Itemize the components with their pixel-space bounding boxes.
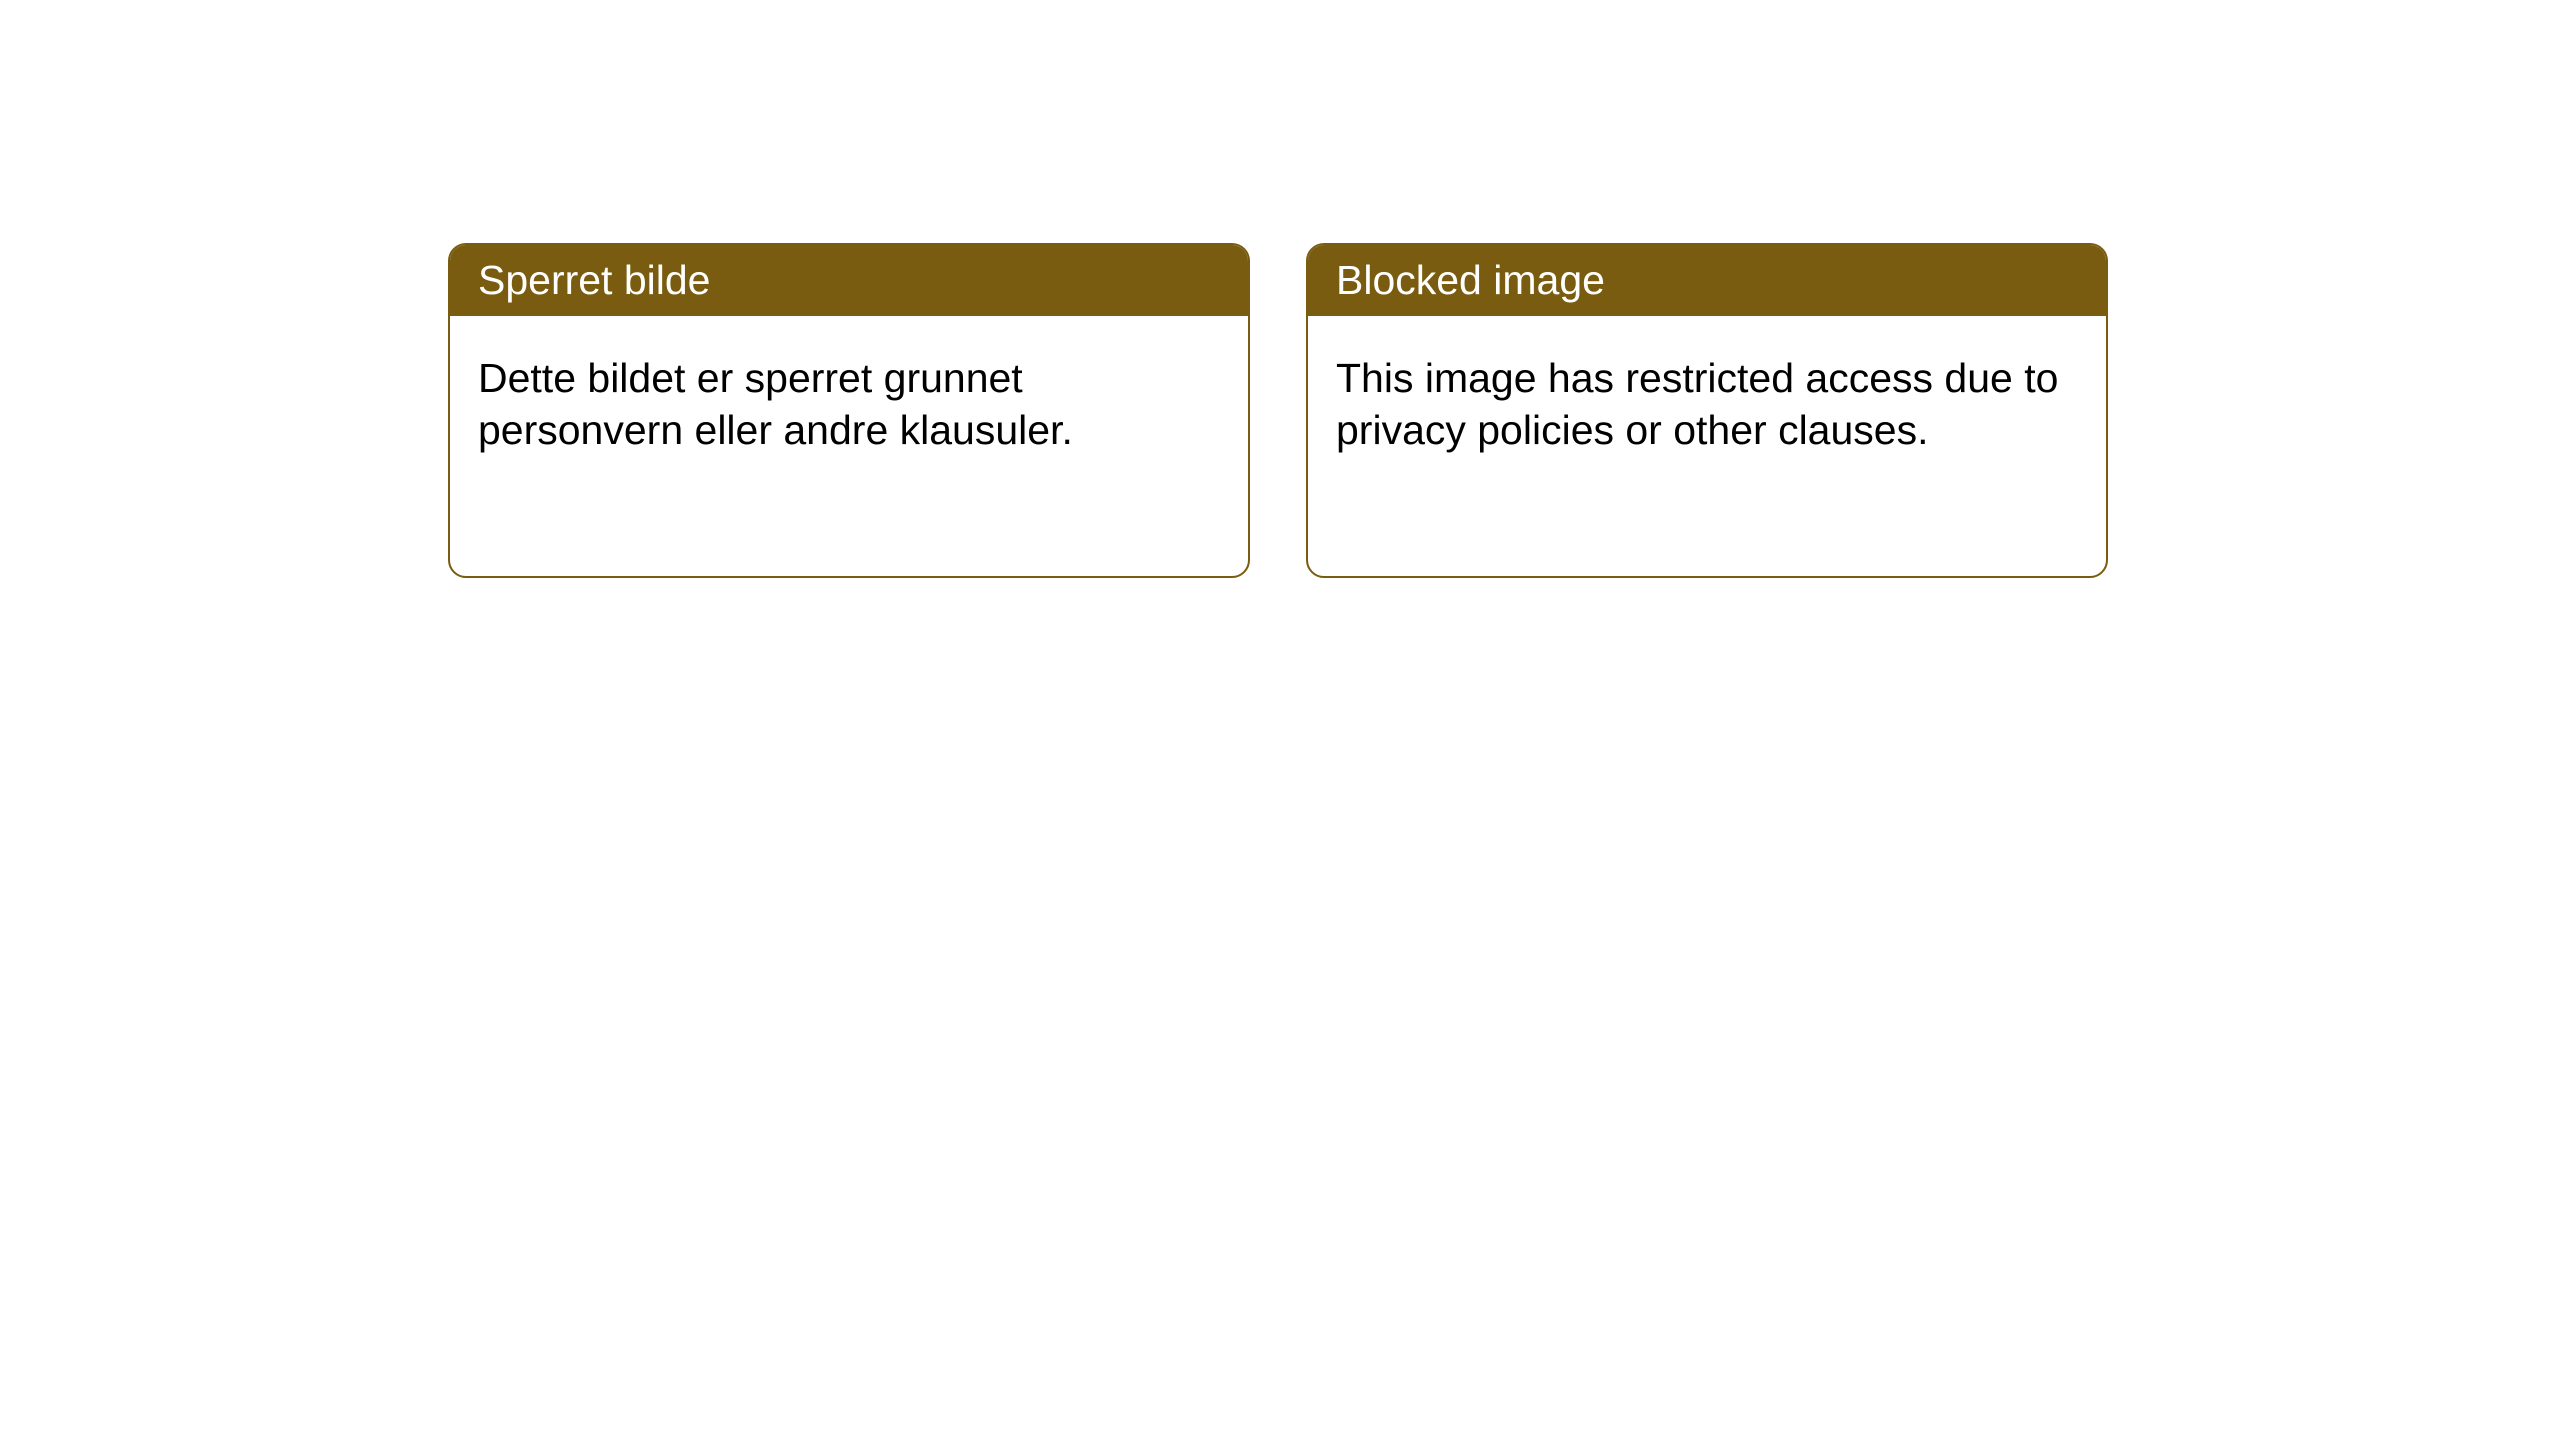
notice-container: Sperret bilde Dette bildet er sperret gr… [448, 243, 2108, 578]
card-title: Sperret bilde [478, 257, 710, 303]
card-body-norwegian: Dette bildet er sperret grunnet personve… [450, 316, 1248, 493]
card-text: Dette bildet er sperret grunnet personve… [478, 355, 1073, 453]
card-body-english: This image has restricted access due to … [1308, 316, 2106, 493]
card-header-norwegian: Sperret bilde [450, 245, 1248, 316]
notice-card-norwegian: Sperret bilde Dette bildet er sperret gr… [448, 243, 1250, 578]
notice-card-english: Blocked image This image has restricted … [1306, 243, 2108, 578]
card-header-english: Blocked image [1308, 245, 2106, 316]
card-title: Blocked image [1336, 257, 1605, 303]
card-text: This image has restricted access due to … [1336, 355, 2058, 453]
